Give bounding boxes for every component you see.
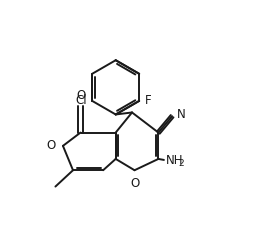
Text: Cl: Cl bbox=[75, 94, 87, 107]
Text: O: O bbox=[76, 89, 85, 102]
Text: F: F bbox=[145, 94, 151, 107]
Text: 2: 2 bbox=[178, 159, 184, 168]
Text: O: O bbox=[46, 139, 55, 152]
Text: O: O bbox=[130, 177, 139, 190]
Text: NH: NH bbox=[165, 154, 183, 167]
Text: N: N bbox=[177, 108, 185, 121]
